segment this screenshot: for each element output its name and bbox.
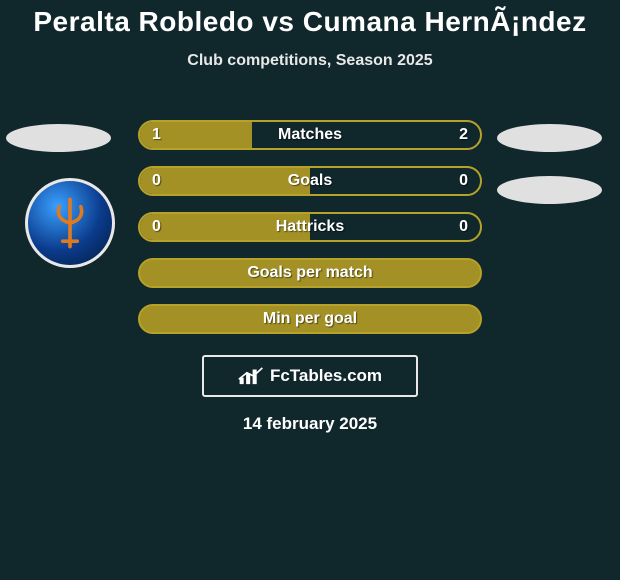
stat-value-right: 2 [459,120,468,150]
left-ellipse-1 [6,124,111,152]
bar-chart-icon [238,365,264,387]
stat-row: Goals0 0 [138,166,482,196]
stat-value-left: 0 [152,166,161,196]
stat-label: Goals per match [138,258,482,288]
stat-row: Goals per match [138,258,482,288]
site-logo: FcTables.com [202,355,418,397]
site-logo-text: FcTables.com [270,366,382,386]
page-subtitle: Club competitions, Season 2025 [0,52,620,70]
stat-row: Min per goal [138,304,482,334]
right-ellipse-1 [497,124,602,152]
stat-value-right: 0 [459,166,468,196]
stat-label: Matches [138,120,482,150]
right-ellipse-2 [497,176,602,204]
stat-value-left: 0 [152,212,161,242]
team-badge-left [25,178,115,268]
stat-value-left: 1 [152,120,161,150]
stat-value-right: 0 [459,212,468,242]
stat-label: Min per goal [138,304,482,334]
stat-row: Hattricks0 0 [138,212,482,242]
trident-icon [41,194,99,252]
page-title: Peralta Robledo vs Cumana HernÃ¡ndez [0,0,620,38]
stat-bars: Matches12Goals00Hattricks00Goals per mat… [138,120,482,350]
stat-row: Matches1 2 [138,120,482,150]
footer-date: 14 february 2025 [0,414,620,434]
stat-label: Hattricks [138,212,482,242]
stat-label: Goals [138,166,482,196]
